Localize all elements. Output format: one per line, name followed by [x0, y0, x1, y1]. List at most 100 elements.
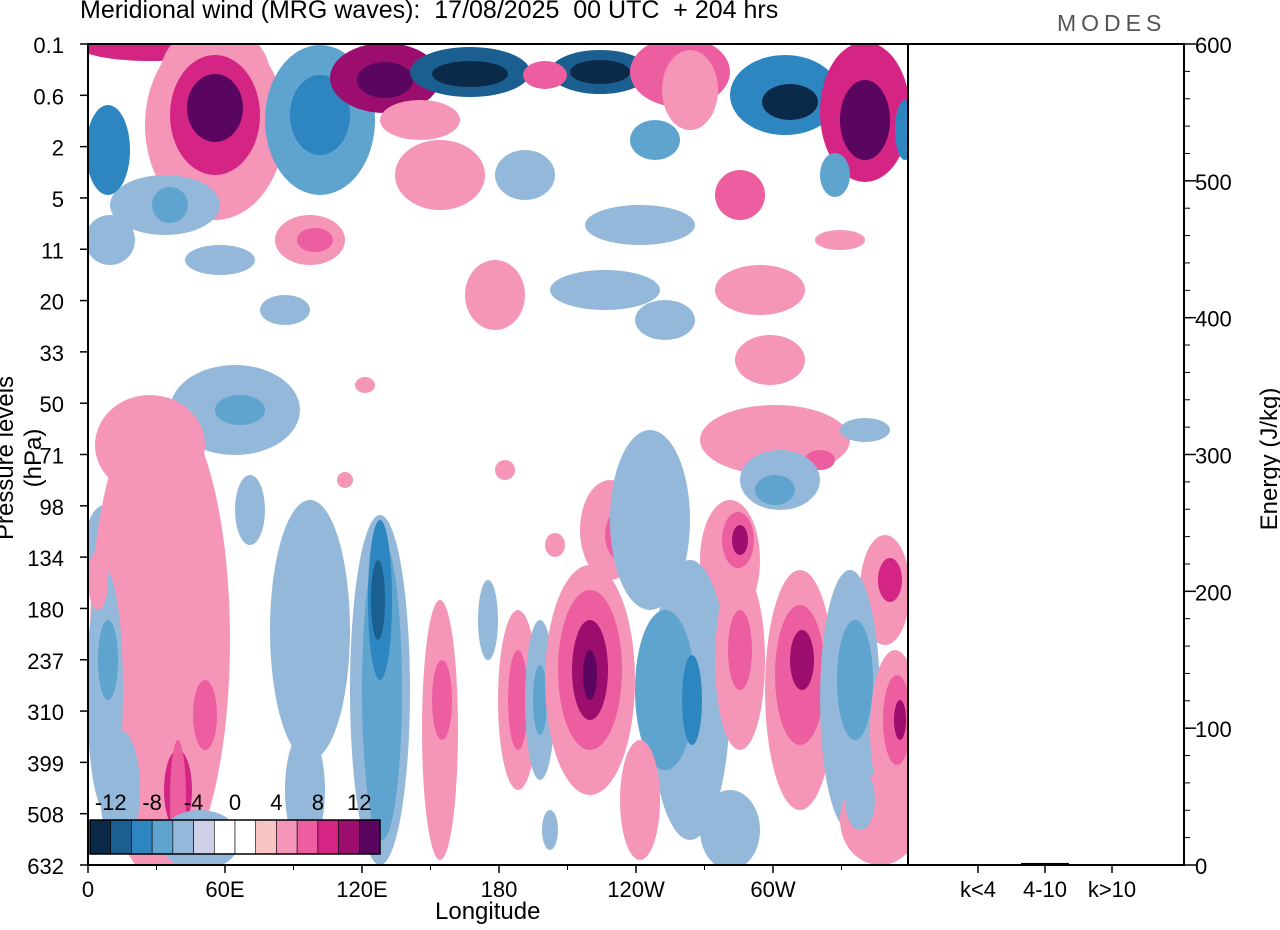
- y-tick-label: 310: [27, 700, 64, 725]
- energy-axis: 0 100 200 300 400 500 600: [1184, 33, 1232, 879]
- x-tick-label: 60W: [750, 877, 795, 902]
- x-tick-label: 180: [481, 877, 518, 902]
- contour-blob: [715, 170, 765, 220]
- colorbar-label: 0: [229, 790, 241, 815]
- colorbar-swatch: [234, 819, 257, 855]
- y-tick-label: 50: [40, 392, 64, 417]
- contour-blob: [260, 295, 310, 325]
- contour-blob: [395, 140, 485, 210]
- y-tick-label: 11: [41, 238, 64, 263]
- colorbar-swatch: [358, 819, 381, 855]
- x-axis-label: Longitude: [435, 898, 541, 925]
- contour-blob: [815, 230, 865, 250]
- contour-blob: [88, 215, 135, 265]
- contour-blob: [465, 260, 525, 330]
- contour-blob: [185, 245, 255, 275]
- colorbar-swatch: [89, 819, 112, 855]
- contour-blob: [542, 810, 558, 850]
- colorbar-swatch: [172, 819, 194, 855]
- energy-tick-label: 600: [1195, 33, 1232, 58]
- x-tick-label: 120W: [607, 877, 665, 902]
- contour-blob: [845, 770, 875, 830]
- contour-blob: [495, 460, 515, 480]
- colorbar-swatch: [151, 819, 174, 855]
- colorbar-label: 8: [312, 790, 324, 815]
- y-axis-label: Pressure levels (hPa): [0, 375, 47, 541]
- x-tick-label: 60E: [205, 877, 244, 902]
- y-tick-label: 0.6: [33, 84, 64, 109]
- x-tick-label: 120E: [336, 877, 387, 902]
- contour-blob: [735, 335, 805, 385]
- y-tick-label: 180: [27, 597, 64, 622]
- contour-blob: [371, 560, 385, 640]
- contour-blob: [570, 60, 630, 84]
- contour-blob: [762, 84, 818, 120]
- energy-category-label: 4-10: [1023, 877, 1067, 902]
- contour-blob: [790, 630, 814, 690]
- contour-blob: [98, 620, 118, 700]
- contour-blob: [620, 740, 660, 860]
- contour-blob: [495, 150, 555, 200]
- y-tick-label: 33: [40, 341, 64, 366]
- contour-blob: [187, 74, 243, 142]
- contour-blob: [610, 430, 690, 610]
- y-tick-label: 237: [27, 649, 64, 674]
- x-tick-label: 0: [82, 877, 94, 902]
- colorbar-label: -4: [184, 790, 204, 815]
- colorbar-frame: [89, 819, 381, 855]
- colorbar-swatch: [213, 819, 236, 855]
- y-tick-label: 98: [40, 495, 64, 520]
- contour-blob: [840, 418, 890, 442]
- contour-blob: [523, 61, 567, 89]
- colorbar-label: -12: [95, 790, 127, 815]
- contour-blob: [583, 650, 597, 700]
- contour-blob: [193, 680, 217, 750]
- energy-bar: [1088, 864, 1136, 865]
- colorbar-swatch: [255, 819, 277, 855]
- contour-blob: [895, 100, 908, 160]
- energy-axis-label: Energy (J/kg): [1256, 387, 1280, 531]
- x-axis: 0 60E 120E 180 120W 60W: [82, 865, 842, 902]
- contour-blob: [635, 610, 695, 770]
- colorbar-label: 12: [347, 790, 371, 815]
- contour-blob: [215, 395, 265, 425]
- chart-title: Meridional wind (MRG waves): 17/08/2025 …: [80, 0, 779, 24]
- contour-blob: [635, 300, 695, 340]
- y-tick-label: 71: [40, 444, 64, 469]
- y-tick-label: 632: [27, 854, 64, 879]
- energy-tick-label: 200: [1195, 580, 1232, 605]
- wind-field-contours: [88, 44, 908, 865]
- contour-blob: [432, 660, 452, 740]
- contour-blob: [837, 620, 873, 740]
- energy-category-label: k<4: [960, 877, 996, 902]
- contour-blob: [700, 790, 760, 865]
- colorbar-label: -8: [142, 790, 162, 815]
- colorbar-swatch: [338, 819, 360, 855]
- contour-blob: [432, 61, 508, 87]
- y-tick-label: 2: [52, 136, 64, 161]
- y-tick-label: 5: [52, 187, 64, 212]
- contour-blob: [88, 105, 130, 195]
- colorbar-swatch: [131, 819, 153, 855]
- energy-bar: [954, 864, 1002, 865]
- energy-panel-frame: [907, 43, 1185, 866]
- contour-blob: [755, 475, 795, 505]
- colorbar-swatch: [110, 819, 132, 855]
- contour-blob: [380, 100, 460, 140]
- energy-tick-label: 0: [1195, 854, 1207, 879]
- energy-tick-label: 500: [1195, 170, 1232, 195]
- contour-blob: [840, 80, 890, 160]
- y-tick-label: 20: [40, 290, 64, 315]
- y-axis: 0.1 0.6 2 5 11 20 33 50 71 98 134 180 237 310 399 508 63…: [27, 33, 88, 879]
- contour-blob: [88, 550, 108, 610]
- energy-tick-label: 400: [1195, 307, 1232, 332]
- contour-blob: [585, 205, 695, 245]
- contour-blob: [270, 500, 350, 760]
- energy-category-label: k>10: [1088, 877, 1136, 902]
- contour-blob: [630, 120, 680, 160]
- y-tick-label: 0.1: [33, 33, 64, 58]
- contour-blob: [820, 153, 850, 197]
- y-tick-label: 134: [27, 546, 64, 571]
- contour-blob: [478, 580, 498, 660]
